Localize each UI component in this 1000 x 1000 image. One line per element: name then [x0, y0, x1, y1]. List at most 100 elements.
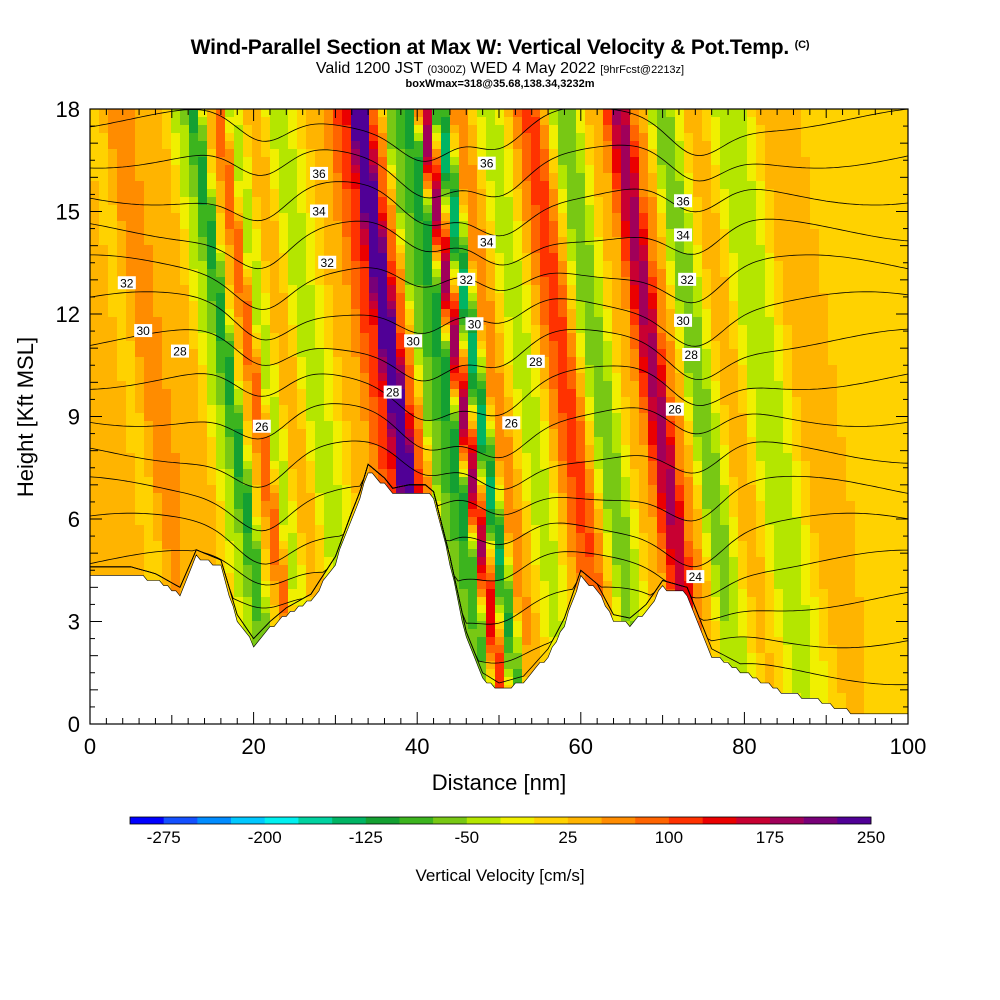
- velocity-cell: [117, 149, 127, 158]
- velocity-cell: [369, 125, 379, 134]
- velocity-cell: [468, 389, 478, 398]
- velocity-cell: [567, 253, 577, 262]
- velocity-cell: [621, 157, 631, 166]
- velocity-cell: [135, 277, 145, 286]
- velocity-cell: [522, 325, 532, 334]
- velocity-cell: [144, 125, 154, 134]
- velocity-cell: [279, 285, 289, 294]
- velocity-cell: [315, 573, 325, 582]
- velocity-cell: [315, 429, 325, 438]
- velocity-cell: [90, 373, 100, 382]
- velocity-cell: [468, 349, 478, 358]
- velocity-cell: [279, 341, 289, 350]
- velocity-cell: [378, 197, 388, 206]
- velocity-cell: [234, 237, 244, 246]
- velocity-cell: [459, 525, 469, 534]
- velocity-cell: [342, 405, 352, 414]
- velocity-cell: [522, 309, 532, 318]
- velocity-cell: [531, 365, 541, 374]
- valid-time-line: Valid 1200 JST (0300Z) WED 4 May 2022 [9…: [0, 60, 1000, 78]
- velocity-cell: [387, 301, 397, 310]
- velocity-cell: [603, 573, 613, 582]
- velocity-cell: [450, 229, 460, 238]
- velocity-cell: [225, 389, 235, 398]
- velocity-cell: [117, 557, 127, 566]
- velocity-cell: [270, 373, 280, 382]
- velocity-cell: [306, 445, 316, 454]
- velocity-cell: [189, 125, 199, 134]
- velocity-cell: [414, 325, 424, 334]
- velocity-cell: [540, 125, 550, 134]
- velocity-cell: [261, 549, 271, 558]
- velocity-cell: [297, 245, 307, 254]
- velocity-cell: [198, 261, 208, 270]
- velocity-cell: [180, 549, 190, 558]
- velocity-cell: [414, 373, 424, 382]
- velocity-cell: [261, 309, 271, 318]
- velocity-cell: [666, 397, 676, 406]
- velocity-cell: [117, 461, 127, 470]
- velocity-cell: [621, 245, 631, 254]
- velocity-cell: [252, 461, 262, 470]
- velocity-cell: [657, 237, 667, 246]
- velocity-cell: [585, 173, 595, 182]
- velocity-cell: [207, 325, 217, 334]
- velocity-cell: [360, 437, 370, 446]
- velocity-cell: [657, 365, 667, 374]
- velocity-cell: [648, 229, 658, 238]
- velocity-cell: [351, 501, 361, 510]
- velocity-cell: [630, 485, 640, 494]
- velocity-cell: [630, 173, 640, 182]
- velocity-cell: [162, 357, 172, 366]
- velocity-cell: [243, 509, 253, 518]
- velocity-cell: [270, 605, 280, 614]
- velocity-cell: [243, 365, 253, 374]
- velocity-cell: [558, 501, 568, 510]
- velocity-cell: [207, 261, 217, 270]
- velocity-cell: [567, 117, 577, 126]
- velocity-cell: [612, 325, 622, 334]
- velocity-cell: [522, 381, 532, 390]
- velocity-cell: [324, 301, 334, 310]
- velocity-cell: [396, 381, 406, 390]
- velocity-cell: [594, 341, 604, 350]
- velocity-cell: [666, 261, 676, 270]
- velocity-cell: [225, 429, 235, 438]
- velocity-cell: [558, 109, 568, 118]
- velocity-cell: [108, 141, 118, 150]
- velocity-cell: [477, 493, 487, 502]
- velocity-cell: [468, 613, 478, 622]
- velocity-cell: [315, 501, 325, 510]
- velocity-cell: [207, 357, 217, 366]
- velocity-cell: [423, 181, 433, 190]
- velocity-cell: [423, 245, 433, 254]
- velocity-cell: [639, 157, 649, 166]
- velocity-cell: [144, 133, 154, 142]
- velocity-cell: [594, 149, 604, 158]
- velocity-cell: [252, 261, 262, 270]
- velocity-cell: [549, 293, 559, 302]
- velocity-cell: [522, 133, 532, 142]
- velocity-cell: [207, 245, 217, 254]
- velocity-cell: [585, 117, 595, 126]
- velocity-cell: [450, 293, 460, 302]
- velocity-cell: [648, 173, 658, 182]
- velocity-cell: [567, 533, 577, 542]
- velocity-cell: [657, 133, 667, 142]
- velocity-cell: [486, 509, 496, 518]
- velocity-cell: [189, 213, 199, 222]
- velocity-cell: [477, 285, 487, 294]
- velocity-cell: [567, 413, 577, 422]
- velocity-cell: [531, 645, 541, 654]
- velocity-cell: [252, 365, 262, 374]
- velocity-cell: [207, 549, 217, 558]
- velocity-cell: [558, 453, 568, 462]
- velocity-cell: [522, 373, 532, 382]
- velocity-cell: [450, 157, 460, 166]
- velocity-cell: [459, 253, 469, 262]
- velocity-cell: [144, 445, 154, 454]
- velocity-cell: [441, 269, 451, 278]
- velocity-cell: [360, 261, 370, 270]
- velocity-cell: [225, 269, 235, 278]
- velocity-cell: [297, 397, 307, 406]
